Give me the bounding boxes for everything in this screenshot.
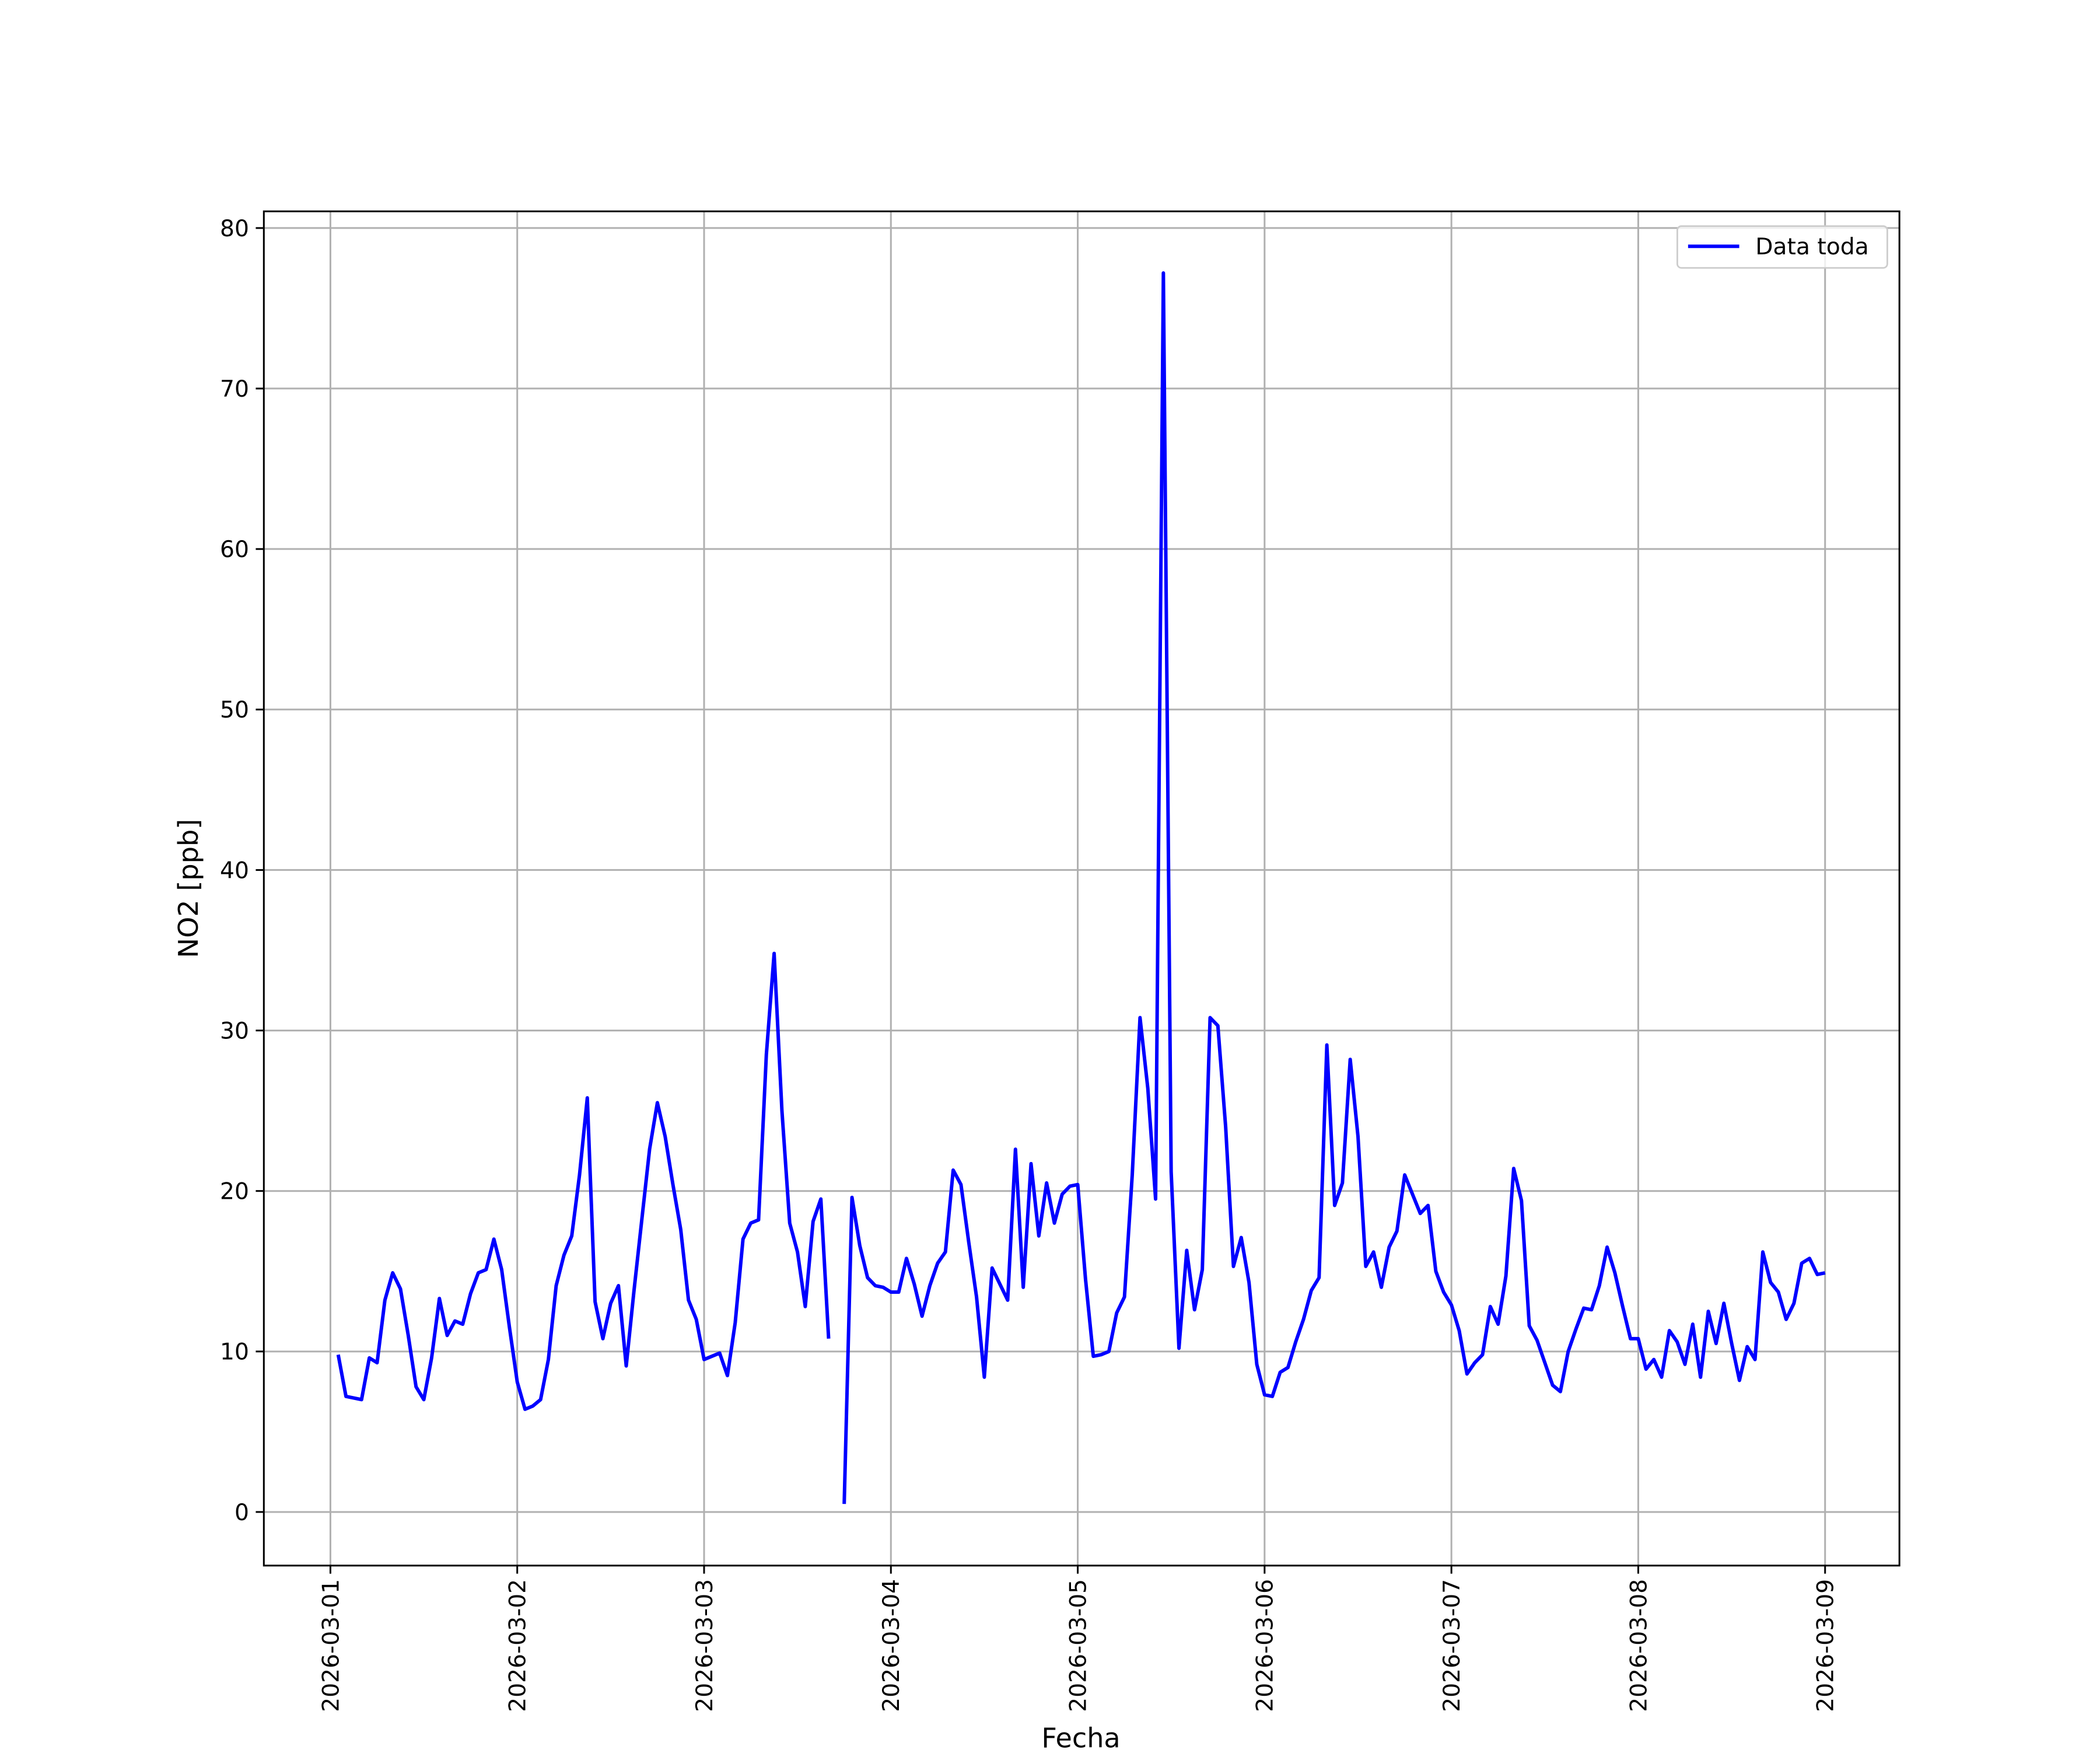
x-tick-label: 2026-03-01 <box>318 1579 344 1712</box>
y-tick-label: 10 <box>220 1339 249 1366</box>
plot-area <box>336 271 1826 1504</box>
axes-frame <box>262 210 1901 1567</box>
x-tick-label: 2026-03-09 <box>1813 1579 1839 1712</box>
data-line <box>336 271 1826 1504</box>
y-tick-label: 50 <box>220 697 249 723</box>
grid <box>264 211 1900 1566</box>
x-axis-label: Fecha <box>1041 1722 1120 1750</box>
x-tick-label: 2026-03-06 <box>1252 1579 1279 1712</box>
x-tick-label: 2026-03-02 <box>505 1579 531 1712</box>
legend: Data toda <box>1676 225 1888 269</box>
y-tick-label: 20 <box>220 1179 249 1205</box>
y-tick-label: 40 <box>220 858 249 884</box>
legend-box <box>1676 225 1888 269</box>
y-axis-label: NO2 [ppb] <box>173 819 204 958</box>
y-tick-label: 60 <box>220 537 249 563</box>
x-tick-label: 2026-03-07 <box>1439 1579 1465 1712</box>
y-tick-label: 70 <box>220 376 249 402</box>
y-tick-label: 30 <box>220 1018 249 1044</box>
x-tick-label: 2026-03-03 <box>692 1579 718 1712</box>
legend-label: Data toda <box>1755 234 1868 260</box>
y-tick-label: 80 <box>220 216 249 242</box>
x-tick-label: 2026-03-08 <box>1626 1579 1652 1712</box>
y-tick-label: 0 <box>235 1500 249 1526</box>
ticks: 0 10 20 30 40 50 60 70 80 2026-03-01 2026-03-02 202… <box>220 216 1839 1712</box>
x-tick-label: 2026-03-05 <box>1065 1579 1091 1712</box>
x-tick-label: 2026-03-04 <box>878 1579 905 1712</box>
